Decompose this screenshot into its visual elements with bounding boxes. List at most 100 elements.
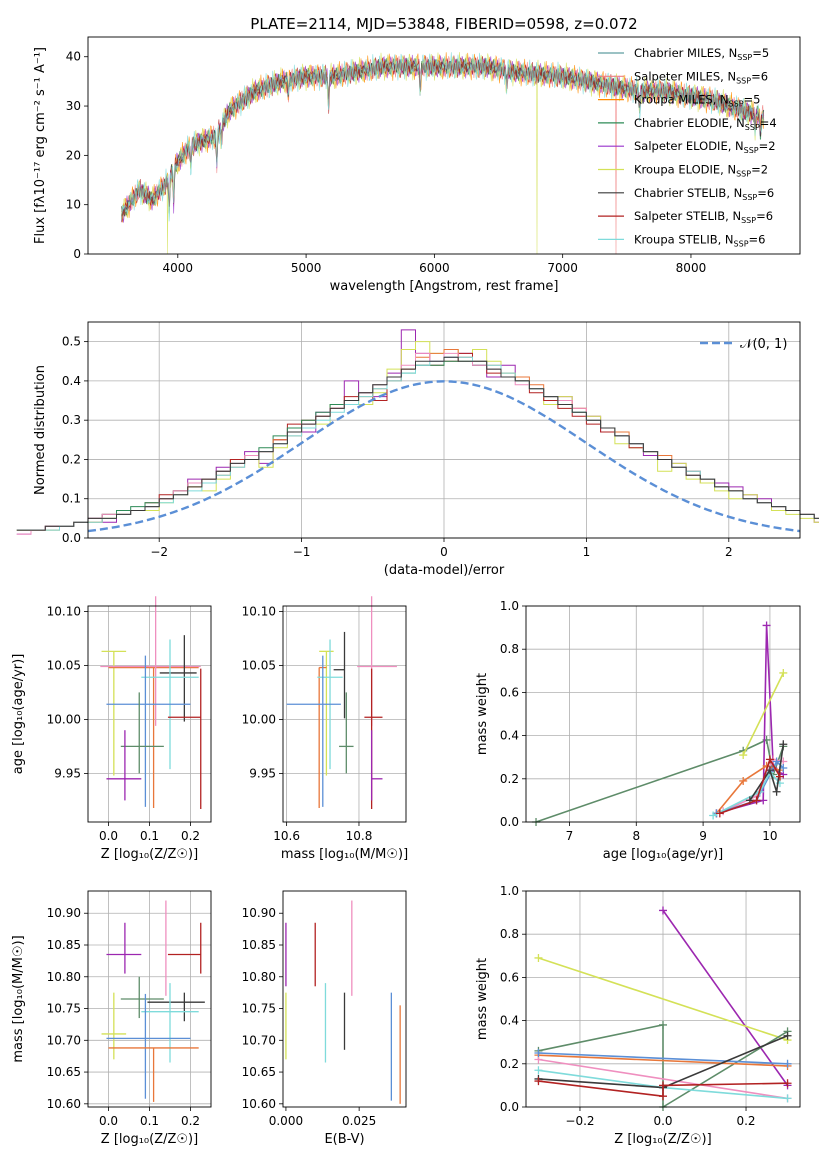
errorbar-point — [106, 993, 191, 1099]
x-tick-label: 0.2 — [181, 829, 200, 843]
legend-entry: 𝒩(0, 1) — [740, 337, 787, 352]
x-axis-label: Z [log₁₀(Z/Z☉)] — [101, 847, 198, 862]
weight-marker — [772, 787, 781, 796]
y-tick-label: 10.75 — [47, 1002, 81, 1016]
weight-marker — [534, 1066, 543, 1075]
weight-marker — [659, 1081, 667, 1090]
figure-title: PLATE=2114, MJD=53848, FIBERID=0598, z=0… — [250, 15, 637, 33]
y-axis-label: mass weight — [475, 958, 490, 1040]
legend: Chabrier MILES, NSSP=5 Salpeter MILES, NS… — [598, 46, 777, 248]
y-tick-label: 0.8 — [500, 642, 519, 656]
weight-marker — [709, 811, 718, 820]
y-tick-label: 10.65 — [47, 1065, 81, 1079]
weight-marker — [783, 1059, 792, 1068]
y-tick-label: 0 — [73, 247, 81, 261]
errorbar-point — [339, 692, 354, 774]
errorbar-point — [333, 631, 346, 719]
weight-marker — [783, 1094, 792, 1103]
weight-marker — [765, 755, 774, 764]
y-tick-label: 10.65 — [242, 1065, 276, 1079]
y-tick-label: 0.6 — [500, 685, 519, 699]
x-axis-label: age [log₁₀(age/yr)] — [603, 847, 724, 862]
y-tick-label: 0.4 — [62, 374, 81, 388]
weight-marker — [762, 621, 771, 630]
y-tick-label: 10 — [66, 198, 81, 212]
y-tick-label: 9.95 — [54, 766, 81, 780]
legend-entry: Salpeter MILES, NSSP=6 — [634, 69, 768, 85]
x-tick-label: 8000 — [676, 261, 707, 275]
x-tick-label: 2 — [725, 545, 733, 559]
y-tick-label: 10.80 — [47, 970, 81, 984]
weight-marker — [659, 1092, 667, 1101]
weight-line — [538, 957, 788, 1041]
weight-marker — [659, 906, 667, 915]
panel-residuals: −2 −1 0 1 2 0.0 0.1 0.2 0.3 0.4 0.5 (data-model)/er… — [16, 321, 819, 578]
weight-marker — [534, 1077, 543, 1086]
normal-reference-curve — [87, 380, 801, 533]
x-tick-label: 0.0 — [99, 1114, 118, 1128]
errorbar-point — [106, 655, 191, 807]
x-tick-label: 9 — [699, 829, 707, 843]
y-tick-label: 10.00 — [47, 712, 81, 726]
weight-marker — [752, 796, 761, 805]
weight-marker — [772, 757, 781, 766]
x-tick-label: −0.2 — [565, 1114, 594, 1128]
axes-frame — [282, 605, 407, 823]
y-tick-label: 0.5 — [62, 335, 81, 349]
weight-line — [742, 672, 785, 756]
weight-marker — [715, 809, 724, 818]
weight-marker — [534, 1049, 543, 1057]
x-tick-label: 0.2 — [181, 1114, 200, 1128]
x-axis-label: E(B-V) — [324, 1132, 364, 1147]
weight-line — [719, 757, 781, 815]
x-tick-label: 4000 — [163, 261, 194, 275]
errorbar-point — [108, 1047, 199, 1102]
y-tick-label: 10.60 — [47, 1097, 81, 1111]
x-tick-label: 10.8 — [346, 829, 373, 843]
weight-line — [712, 770, 781, 817]
x-tick-label: 7 — [566, 829, 574, 843]
x-tick-label: 0 — [440, 545, 448, 559]
y-tick-label: 10.05 — [242, 658, 276, 672]
axes-frame — [525, 605, 801, 823]
axes-frame — [87, 36, 801, 255]
y-tick-label: 20 — [66, 148, 81, 162]
errorbar-point — [167, 922, 202, 974]
x-tick-label: 1 — [583, 545, 591, 559]
legend-entry: Chabrier MILES, NSSP=5 — [634, 46, 769, 62]
y-tick-label: 1.0 — [500, 599, 519, 613]
y-tick-label: 10.10 — [47, 604, 81, 618]
y-tick-label: 0.0 — [500, 1100, 519, 1114]
y-axis-label: Normed distribution — [33, 365, 48, 495]
x-tick-label: −2 — [150, 545, 168, 559]
legend-entry: Salpeter STELIB, NSSP=6 — [634, 209, 773, 225]
x-tick-label: 0.025 — [342, 1114, 376, 1128]
x-axis-label: Z [log₁₀(Z/Z☉)] — [101, 1132, 198, 1147]
y-tick-label: 10.05 — [47, 658, 81, 672]
weight-marker — [783, 1079, 792, 1088]
axes-frame — [87, 605, 212, 823]
y-tick-label: 0.2 — [500, 772, 519, 786]
panel-weight-vs-metallicity: −0.2 0.0 0.2 0.0 0.2 0.4 0.6 0.8 1.0 Z [log₁₀(Z/Z… — [475, 884, 801, 1147]
y-tick-label: 40 — [66, 50, 81, 64]
x-tick-label: 0.000 — [269, 1114, 303, 1128]
y-tick-label: 10.75 — [242, 1002, 276, 1016]
weight-marker — [779, 668, 788, 677]
errorbar-point — [319, 650, 334, 776]
y-tick-label: 0.2 — [62, 452, 81, 466]
errorbar-point — [147, 992, 205, 1022]
y-tick-label: 0.4 — [500, 1014, 519, 1028]
x-tick-label: 7000 — [547, 261, 578, 275]
errorbar-point — [106, 730, 142, 801]
errorbar-point — [167, 668, 202, 810]
errorbar-point — [108, 666, 199, 808]
weight-marker — [739, 776, 748, 785]
axes-frame — [87, 890, 212, 1108]
weight-marker — [534, 953, 543, 962]
y-tick-label: 0.0 — [500, 815, 519, 829]
errorbar-point — [101, 650, 127, 776]
x-tick-label: 0.1 — [140, 1114, 159, 1128]
y-tick-label: 0.3 — [62, 413, 81, 427]
y-tick-label: 0.8 — [500, 927, 519, 941]
y-tick-label: 0.1 — [62, 492, 81, 506]
